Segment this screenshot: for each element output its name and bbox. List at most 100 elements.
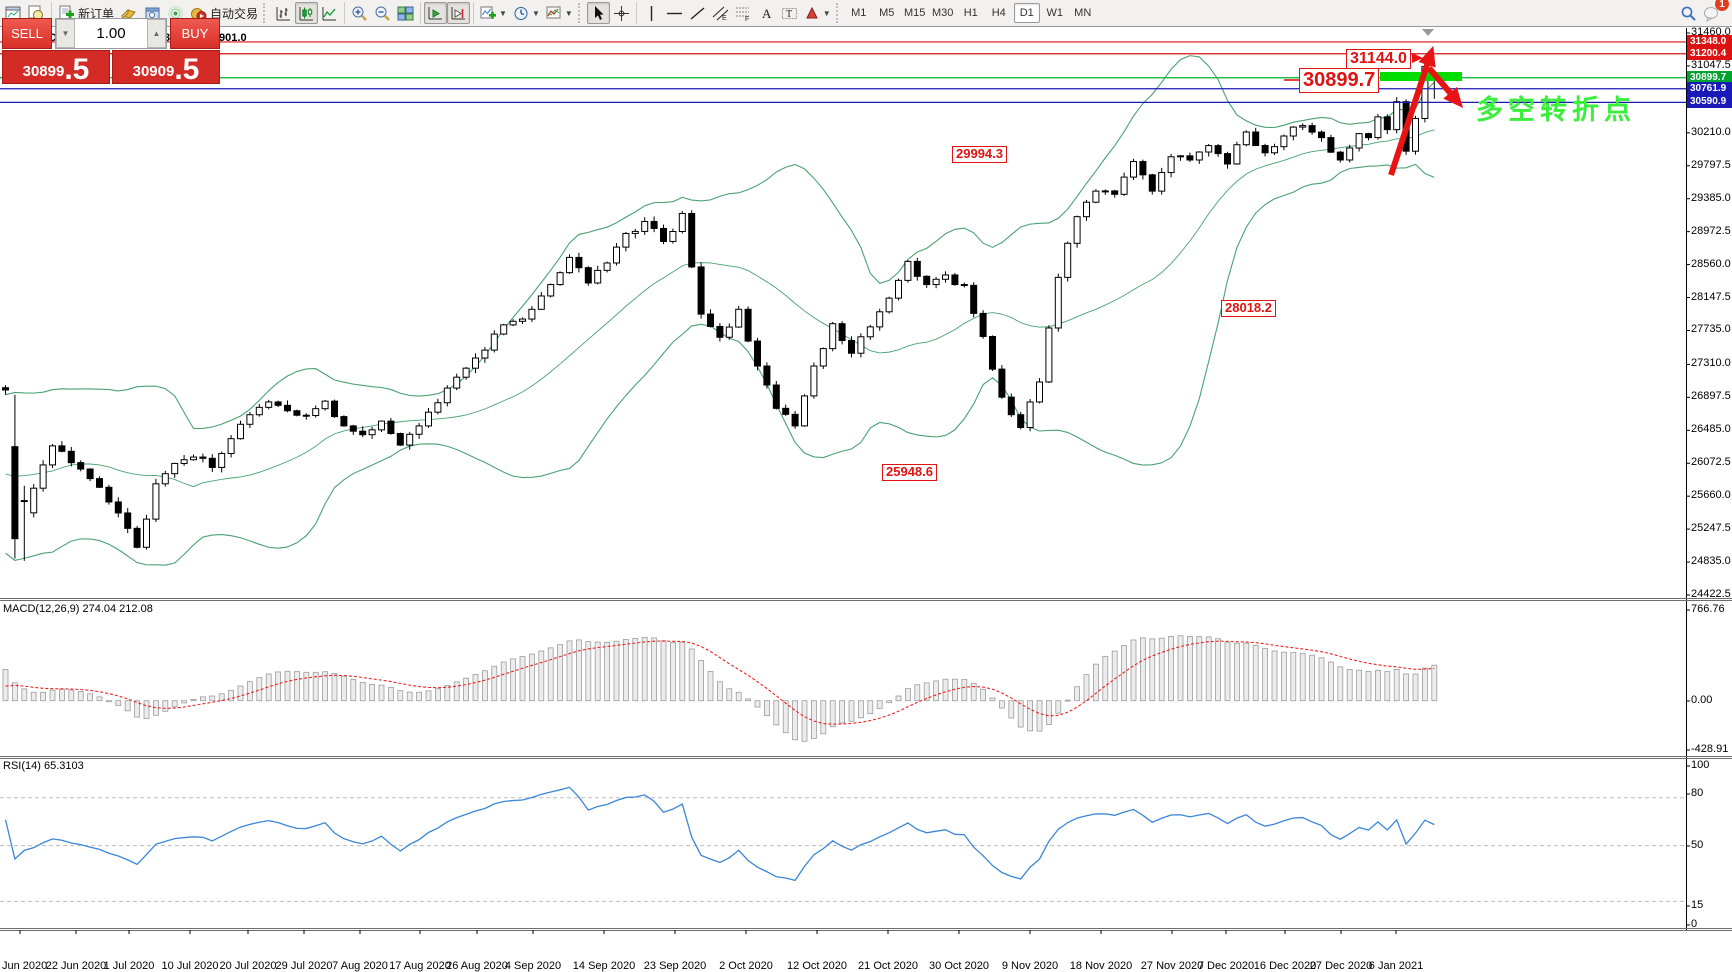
zoom-in-icon [352, 6, 367, 21]
date-axis-label: 12 Oct 2020 [787, 960, 847, 972]
chevron-down-icon: ▼ [564, 8, 573, 18]
rsi-pane [0, 786, 1686, 902]
drawn-objects [1284, 29, 1464, 176]
macd-axis-tick: 766.76 [1691, 603, 1725, 615]
chart-annotation-text[interactable]: 多空转折点 [1476, 95, 1636, 125]
buy-button[interactable]: BUY [170, 18, 220, 49]
chart-window-icon [5, 6, 21, 19]
timeframe-button-h1[interactable]: H1 [963, 7, 978, 19]
periods-button[interactable]: ▼ [510, 2, 543, 24]
volume-value[interactable]: 1.00 [96, 25, 126, 42]
fibonacci-tool-button[interactable]: F [732, 2, 755, 24]
cursor-arrow-icon [594, 6, 604, 20]
date-axis-label: 4 Sep 2020 [504, 960, 562, 972]
timeframe-button-mn[interactable]: MN [1074, 7, 1092, 19]
date-axis-label: 2 Oct 2020 [719, 960, 773, 972]
sell-price-display[interactable]: 30899 .5 [2, 50, 110, 84]
date-axis-label: 27 Nov 2020 [1140, 960, 1204, 972]
equidistant-channel-icon: E [712, 6, 729, 22]
cursor-tool-button[interactable] [586, 2, 610, 24]
buy-price-fraction: .5 [174, 52, 200, 86]
buy-price-display[interactable]: 30909 .5 [112, 50, 220, 84]
candlestick-mode-button[interactable] [295, 2, 319, 24]
volume-decrease-button[interactable]: ▼ [56, 19, 75, 48]
timeframe-button-h4[interactable]: H4 [991, 7, 1006, 19]
date-axis-label: 17 Aug 2020 [389, 960, 451, 972]
channel-tool-button[interactable]: E [709, 2, 732, 24]
rsi-axis-tick: 15 [1691, 899, 1704, 911]
navigator-button[interactable] [141, 2, 164, 24]
vertical-line-tool-button[interactable] [640, 2, 663, 24]
auto-scroll-button[interactable] [424, 2, 448, 24]
search-button[interactable] [1677, 2, 1700, 24]
rsi-axis-tick: 0 [1691, 918, 1698, 930]
chart-frame [0, 28, 1732, 934]
horizontal-line-tool-button[interactable] [663, 2, 686, 24]
timeframe-button-d1[interactable]: D1 [1013, 3, 1040, 23]
auto-scroll-icon [428, 6, 443, 19]
svg-text:T: T [786, 9, 792, 20]
price-callout[interactable]: 25948.6 [882, 464, 937, 481]
price-callout[interactable]: 28018.2 [1221, 300, 1276, 317]
templates-button[interactable]: ▼ [543, 2, 576, 24]
zoom-out-button[interactable] [371, 2, 394, 24]
price-axis-tick: 26072.5 [1691, 456, 1731, 469]
buy-price-main: 30909 [132, 63, 175, 80]
zoom-out-icon [375, 6, 390, 21]
trendline-tool-button[interactable] [686, 2, 709, 24]
date-axis-label: 10 Jul 2020 [161, 960, 219, 972]
date-axis-label: 9 Nov 2020 [1001, 960, 1059, 972]
market-watch-button[interactable] [117, 2, 141, 24]
timeframe-button-m5[interactable]: M5 [879, 7, 895, 19]
timeframe-button-w1[interactable]: W1 [1046, 7, 1063, 19]
chart-window[interactable]: ▲ DJ30-,Daily 30917.0 30983.0 30635.0 30… [0, 26, 1732, 972]
price-axis-tick: 26485.0 [1691, 423, 1731, 436]
clock-icon [514, 6, 528, 20]
new-order-label: 新订单 [78, 6, 115, 21]
price-callout[interactable]: 30899.7 [1299, 68, 1380, 93]
text-label-icon: T [781, 7, 797, 20]
price-axis-tick: 28972.5 [1691, 224, 1731, 237]
zoom-in-button[interactable] [348, 2, 371, 24]
price-badge: 30761.9 [1687, 81, 1732, 95]
bar-chart-mode-button[interactable] [272, 2, 295, 24]
price-badge: 31348.0 [1687, 34, 1732, 48]
timeframe-button-m30[interactable]: M30 [932, 7, 954, 19]
line-chart-mode-button[interactable] [318, 2, 341, 24]
vertical-line-icon [650, 5, 652, 21]
sell-price-main: 30899 [22, 63, 65, 80]
macd-axis-tick: -428.91 [1691, 743, 1729, 755]
price-axis-tick: 24422.5 [1691, 588, 1731, 600]
date-axis-label: 30 Oct 2020 [929, 960, 989, 972]
price-badge: 30899.7 [1687, 70, 1732, 84]
add-indicator-button[interactable]: ▼ [477, 2, 510, 24]
text-tool-button[interactable]: A [755, 2, 778, 24]
date-axis-label: 6 Jan 2021 [1368, 960, 1424, 972]
chart-shift-button[interactable] [447, 2, 471, 24]
timeframe-button-m15[interactable]: M15 [904, 7, 926, 19]
price-badge: 30590.9 [1687, 95, 1732, 109]
arrows-tool-button[interactable]: ▼ [801, 2, 834, 24]
chart-canvas[interactable] [0, 28, 1732, 948]
price-badge: 31200.4 [1687, 46, 1732, 60]
timeframe-button-m1[interactable]: M1 [851, 7, 867, 19]
crosshair-tool-button[interactable] [610, 2, 633, 24]
macd-pane [2, 635, 1438, 742]
svg-text:F: F [745, 16, 749, 22]
price-axis-tick: 25660.0 [1691, 489, 1731, 502]
text-icon: A [762, 6, 772, 21]
sell-button[interactable]: SELL [2, 18, 52, 49]
notifications-button[interactable]: 1 [1700, 0, 1729, 24]
rsi-axis-tick: 80 [1691, 787, 1704, 799]
text-label-tool-button[interactable]: T [778, 2, 801, 24]
price-callout[interactable]: 31144.0 [1346, 49, 1411, 70]
chevron-down-icon: ▼ [499, 8, 507, 18]
tile-windows-button[interactable] [394, 2, 417, 24]
volume-stepper: ▼ 1.00 ▲ [55, 18, 167, 49]
ohlc-bars-icon [276, 6, 291, 20]
price-callout[interactable]: 29994.3 [952, 146, 1007, 163]
volume-increase-button[interactable]: ▲ [147, 19, 166, 48]
new-chart-button[interactable] [2, 2, 25, 24]
date-axis-label: 2 Jun 2020 [0, 960, 48, 972]
new-order-button[interactable]: 新订单 [55, 2, 117, 24]
